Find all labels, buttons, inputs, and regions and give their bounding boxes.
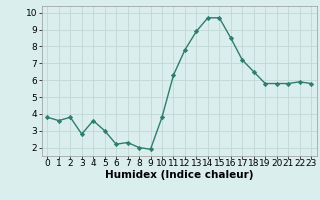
X-axis label: Humidex (Indice chaleur): Humidex (Indice chaleur): [105, 170, 253, 180]
